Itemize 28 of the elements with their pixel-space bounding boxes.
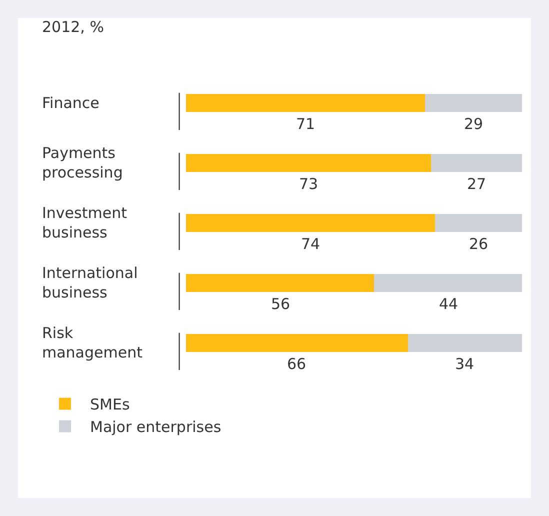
bar — [186, 214, 435, 232]
y-tick-label: Payments processing — [42, 144, 123, 182]
bar — [186, 94, 425, 112]
data-label: 29 — [464, 115, 484, 133]
y-tick-label: Risk management — [42, 324, 143, 362]
data-label: 27 — [467, 175, 486, 193]
bar — [186, 334, 408, 352]
data-label: 34 — [455, 355, 474, 373]
bar — [435, 214, 522, 232]
data-label: 44 — [439, 295, 458, 313]
legend-label: SMEs — [90, 396, 130, 414]
data-label: 26 — [469, 235, 488, 253]
chart-title: 2012, % — [42, 18, 104, 36]
data-label: 73 — [299, 175, 318, 193]
y-tick-label: Finance — [42, 94, 100, 112]
bar — [186, 154, 431, 172]
data-label: 66 — [287, 355, 306, 373]
y-tick-label: Investment business — [42, 204, 128, 242]
bar — [425, 94, 522, 112]
data-label: 56 — [271, 295, 290, 313]
legend-label: Major enterprises — [90, 418, 222, 436]
y-tick-label: International business — [42, 264, 138, 302]
data-label: 71 — [296, 115, 316, 133]
bar — [374, 274, 522, 292]
bar — [408, 334, 522, 352]
bar — [431, 154, 522, 172]
data-label: 74 — [301, 235, 320, 253]
bar — [186, 274, 374, 292]
